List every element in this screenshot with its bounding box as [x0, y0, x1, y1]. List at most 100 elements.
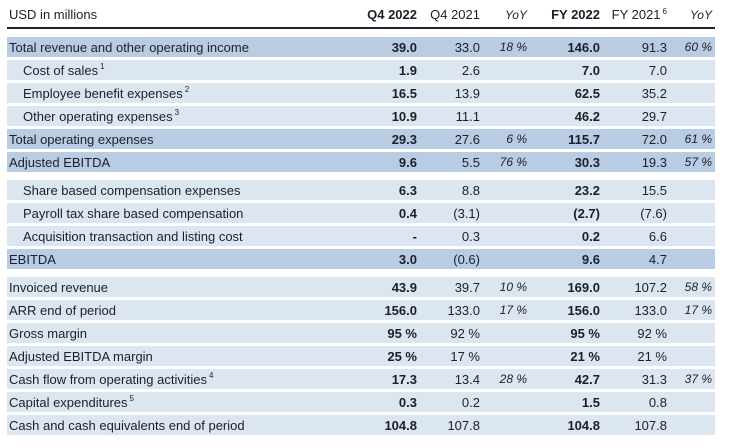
- cell-fy-2022: 156.0: [567, 302, 600, 318]
- label-text: Q4 2022: [367, 7, 417, 22]
- cell-fy-2022: 30.3: [574, 154, 600, 170]
- label-text: Cash flow from operating activities: [9, 371, 207, 387]
- row-label: EBITDA: [7, 252, 362, 267]
- label-text: Payroll tax share based compensation: [23, 205, 244, 221]
- cell-fy-2021: 107.8: [634, 417, 667, 433]
- cell-fy-2022: 62.5: [574, 85, 600, 101]
- cell-q4-2021: 0.3: [461, 228, 480, 244]
- cell-fy-2021: 107.2: [634, 279, 667, 295]
- cell-fy-2021: 7.0: [648, 62, 667, 78]
- cell-q4-2021: 107.8: [447, 417, 480, 433]
- cell-yoy-q4: 76 %: [499, 155, 527, 169]
- label-text: Cost of sales: [23, 62, 99, 78]
- cell-fy-2021: 35.2: [641, 85, 667, 101]
- label-text: Employee benefit expenses: [23, 85, 183, 101]
- cell-q4-2021: 8.8: [461, 182, 480, 198]
- cell-yoy-fy: 60 %: [684, 40, 712, 54]
- cell-q4-2022: 16.5: [391, 85, 417, 101]
- row-label: Adjusted EBITDA: [7, 155, 362, 170]
- cell-q4-2021: 11.1: [455, 108, 480, 124]
- label-text: Other operating expenses: [23, 108, 173, 124]
- footnote-marker: 5: [129, 394, 134, 404]
- cell-q4-2022: 10.9: [391, 108, 417, 124]
- cell-fy-2021: 31.3: [641, 371, 667, 387]
- table-title: USD in millions: [9, 7, 98, 22]
- label-text: EBITDA: [9, 251, 56, 267]
- column-header-q4-2022: Q4 2022: [362, 7, 420, 22]
- row-label: Share based compensation expenses: [7, 183, 362, 198]
- cell-fy-2022: 104.8: [567, 417, 600, 433]
- cell-fy-2022: 42.7: [574, 371, 600, 387]
- row-label: Cash flow from operating activities 4: [7, 372, 362, 387]
- cell-q4-2021: 17 %: [450, 348, 480, 364]
- cell-fy-2022: 115.7: [568, 131, 600, 147]
- cell-yoy-fy: 61 %: [684, 132, 712, 146]
- label-text: Total revenue and other operating income: [9, 39, 249, 55]
- row-label: Employee benefit expenses 2: [7, 86, 362, 101]
- cell-fy-2021: 15.5: [641, 182, 667, 198]
- label-text: ARR end of period: [9, 302, 116, 318]
- cell-q4-2022: 39.0: [391, 39, 417, 55]
- cell-fy-2021: 91.3: [641, 39, 667, 55]
- cell-fy-2021: 29.7: [641, 108, 667, 124]
- cell-fy-2022: 21 %: [570, 348, 600, 364]
- cell-fy-2021: 19.3: [641, 154, 667, 170]
- cell-q4-2022: 6.3: [398, 182, 417, 198]
- row-label: Gross margin: [7, 326, 362, 341]
- row-label: Cost of sales 1: [7, 63, 362, 78]
- table-section-operating-results: Total revenue and other operating income…: [7, 37, 715, 172]
- cell-fy-2021: 72.0: [641, 131, 667, 147]
- label-text: Q4 2021: [430, 7, 480, 22]
- label-text: Share based compensation expenses: [23, 182, 241, 198]
- cell-q4-2021: 133.0: [447, 302, 480, 318]
- cell-fy-2022: 23.2: [574, 182, 600, 198]
- table-row: Acquisition transaction and listing cost…: [7, 226, 715, 246]
- cell-q4-2021: (0.6): [453, 251, 480, 267]
- footnote-marker: 3: [174, 108, 180, 118]
- cell-q4-2022: 156.0: [384, 302, 417, 318]
- table-row: Capital expenditures 5 0.3 0.2 1.5 0.8: [7, 392, 715, 412]
- cell-q4-2022: 0.4: [398, 205, 417, 221]
- cell-yoy-q4: 6 %: [506, 132, 527, 146]
- cell-fy-2022: 0.2: [581, 228, 600, 244]
- cell-fy-2022: 46.2: [574, 108, 600, 124]
- cell-q4-2021: 0.2: [461, 394, 480, 410]
- table-row: Total operating expenses 29.3 27.6 6 % 115.7…: [7, 129, 715, 149]
- label-text: Total operating expenses: [9, 131, 154, 147]
- table-section-key-metrics: Invoiced revenue 43.9 39.7 10 % 169.0 107.2 58…: [7, 277, 715, 435]
- cell-fy-2022: 7.0: [581, 62, 600, 78]
- footnote-marker: 4: [208, 371, 214, 381]
- cell-q4-2022: 25 %: [387, 348, 417, 364]
- row-label: Total operating expenses: [7, 132, 362, 147]
- cell-q4-2022: 104.8: [384, 417, 417, 433]
- column-header-q4-2021: Q4 2021: [420, 7, 483, 22]
- row-label: Invoiced revenue: [7, 280, 362, 295]
- cell-fy-2021: 0.8: [648, 394, 667, 410]
- cell-fy-2022: 169.0: [567, 279, 600, 295]
- table-row: Cash flow from operating activities 4 17.3…: [7, 369, 715, 389]
- cell-q4-2022: 1.9: [398, 62, 417, 78]
- cell-fy-2022: 146.0: [567, 39, 600, 55]
- table-row: Cash and cash equivalents end of period 1…: [7, 415, 715, 435]
- footnote-marker: 2: [184, 85, 190, 95]
- label-text: Gross margin: [9, 325, 88, 341]
- label-text: Adjusted EBITDA: [9, 154, 111, 170]
- cell-q4-2021: 13.4: [454, 371, 480, 387]
- table-row: Adjusted EBITDA margin 25 % 17 % 21 % 21 %: [7, 346, 715, 366]
- table-row: Payroll tax share based compensation 0.4 (…: [7, 203, 715, 223]
- table-row: Gross margin 95 % 92 % 95 % 92 %: [7, 323, 715, 343]
- cell-yoy-q4: 18 %: [499, 40, 527, 54]
- footnote-marker: 1: [100, 62, 105, 72]
- row-label: Cash and cash equivalents end of period: [7, 418, 362, 433]
- label-text: Acquisition transaction and listing cost: [23, 228, 243, 244]
- table-row: Other operating expenses 3 10.9 11.1 46.2 29.…: [7, 106, 715, 126]
- cell-yoy-fy: 37 %: [684, 372, 712, 386]
- financial-table: USD in millions Q4 2022 Q4 2021 YoY FY 2022…: [7, 4, 715, 435]
- cell-q4-2022: 29.3: [391, 131, 417, 147]
- cell-q4-2021: 33.0: [454, 39, 480, 55]
- table-row: ARR end of period 156.0 133.0 17 % 156.0 133.…: [7, 300, 715, 320]
- cell-q4-2022: 43.9: [391, 279, 417, 295]
- table-row: Invoiced revenue 43.9 39.7 10 % 169.0 107.2 58…: [7, 277, 715, 297]
- table-body: Total revenue and other operating income…: [7, 37, 715, 435]
- cell-fy-2021: 4.7: [648, 251, 667, 267]
